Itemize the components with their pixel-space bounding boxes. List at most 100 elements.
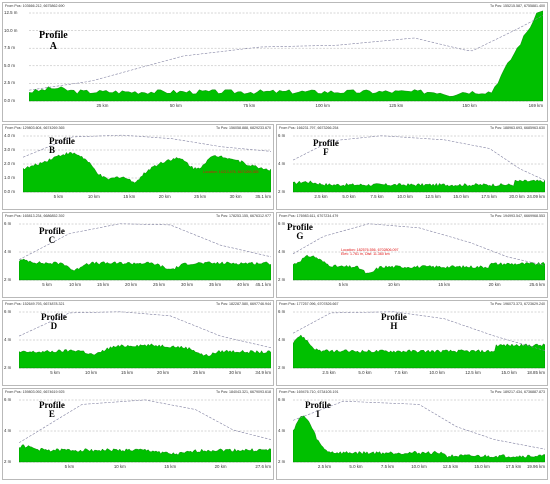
y-tick-label: 6 m (4, 221, 12, 226)
profile-title: Profile C (39, 226, 65, 246)
line-of-sight-curve (19, 399, 271, 444)
y-tick-label: 4 m (278, 249, 286, 254)
x-tick-label: 2.5 km (322, 370, 336, 375)
x-tick-label: 19.96 km (526, 464, 545, 469)
x-tick-label: 12.5 km (425, 194, 441, 199)
profile-label: Profile (381, 312, 407, 322)
x-tick-label: 34.9 km (255, 370, 271, 375)
line-of-sight-curve (19, 311, 271, 348)
from-position: From Pos: 159803.092, 6674619.925 (5, 390, 65, 394)
x-tick-label: 5 km (53, 194, 64, 199)
x-tick-label: 20 km (158, 194, 171, 199)
profile-letter: B (49, 145, 56, 156)
y-tick-label: 4.0 m (4, 133, 15, 138)
profile-panel-f: From Pos: 166231.797, 6673266.254 To Pos… (276, 124, 548, 210)
terrain-chart (293, 223, 545, 281)
terrain-area (23, 152, 271, 193)
terrain-area (19, 444, 271, 463)
x-tick-label: 50 km (169, 103, 182, 108)
x-tick-label: 100 km (315, 103, 330, 108)
terrain-area (293, 334, 545, 369)
x-tick-label: 17.5 km (481, 194, 497, 199)
y-tick-label: 2 m (278, 365, 286, 370)
elevation-plot: 2 m 4 m 6 m 2.5 km 5.0 km 7.5 km 10.0 km 12.5 k… (278, 396, 545, 470)
x-tick-label: 18.85 km (526, 370, 545, 375)
to-position: To Pos: 156058.888, 6829233.670 (216, 126, 271, 130)
to-position: To Pos: 194993.547, 6669968.553 (490, 214, 545, 218)
y-tick-label: 2 m (4, 459, 12, 464)
x-tick-label: 30 km (229, 194, 242, 199)
profile-panel-g: From Pos: 176983.611, 6707234.479 To Pos… (276, 212, 548, 298)
profile-label: Profile (39, 30, 68, 41)
x-tick-label: 10 km (85, 370, 97, 375)
x-tick-label: 2.5 km (314, 194, 328, 199)
annotation-line: Elev: 1.761 m, Dist: 11.360 km (341, 252, 390, 257)
y-tick-label: 0.0 m (4, 98, 15, 103)
elevation-plot: 2 m 4 m 6 m 5 km 10 km 15 km 20 km 25 km 30 km 35… (4, 220, 271, 288)
profile-title: Profile B (49, 136, 75, 156)
to-position: To Pos: 188963.693, 6685963.630 (490, 126, 545, 130)
x-tick-label: 20 km (488, 282, 501, 287)
y-tick-label: 4 m (4, 428, 12, 433)
terrain-chart (19, 311, 271, 369)
from-position: From Pos: 129803.604, 6674269.365 (5, 126, 65, 130)
terrain-chart (293, 135, 545, 193)
from-position: From Pos: 177257.096, 6707826.667 (279, 302, 339, 306)
x-tick-label: 45.1 km (255, 282, 271, 287)
x-tick-label: 15 km (121, 370, 133, 375)
y-tick-label: 2.5 m (4, 80, 15, 86)
x-tick-label: 15 km (97, 282, 109, 287)
terrain-chart (293, 311, 545, 369)
x-tick-label: 7.5 km (380, 464, 395, 469)
profile-panel-d: From Pos: 152649.793, 6674878.321 To Pos… (2, 300, 274, 386)
x-tick-label: 30 km (181, 282, 193, 287)
x-tick-label: 17.5 km (505, 464, 522, 469)
profile-panel-c: From Pos: 165813.234, 6686852.392 To Pos… (2, 212, 274, 298)
terrain-chart (19, 223, 271, 281)
x-tick-label: 15.0 km (501, 370, 517, 375)
profile-title: Profile F (313, 138, 339, 158)
profile-title: Profile E (39, 400, 65, 420)
profile-label: Profile (49, 136, 75, 146)
terrain-chart (29, 10, 543, 102)
y-tick-label: 3.0 m (4, 147, 15, 152)
terrain-area (293, 254, 545, 281)
terrain-area (19, 343, 271, 369)
x-tick-label: 7.5 km (370, 194, 384, 199)
to-position: To Pos: 196073.373, 6723629.240 (490, 302, 545, 306)
y-tick-label: 2 m (4, 365, 12, 370)
terrain-chart (23, 134, 271, 193)
elevation-plot: 2 m 4 m 6 m 5 km 10 km 15 km 20 km 27.6 km (4, 396, 271, 470)
profile-letter: F (323, 147, 329, 158)
x-tick-label: 12.5 km (442, 464, 459, 469)
x-tick-label: 5.0 km (358, 370, 372, 375)
profile-label: Profile (41, 312, 67, 322)
profile-letter: I (316, 409, 320, 420)
profile-letter: A (49, 40, 57, 52)
y-tick-label: 1.0 m (4, 175, 15, 180)
y-tick-label: 12.5 m (4, 10, 18, 15)
terrain-area (29, 10, 543, 102)
profile-title: Profile H (381, 312, 407, 332)
profile-title: Profile D (41, 312, 67, 332)
terrain-area (293, 415, 545, 463)
y-tick-label: 5.0 m (4, 62, 15, 68)
y-tick-label: 4 m (278, 161, 286, 166)
x-tick-label: 15.0 km (474, 464, 490, 469)
y-tick-label: 6 m (4, 397, 12, 402)
x-tick-label: 15.0 km (453, 194, 469, 199)
x-tick-label: 15 km (164, 464, 177, 469)
x-tick-label: 30 km (229, 370, 241, 375)
terrain-area (19, 258, 271, 281)
x-tick-label: 15 km (438, 282, 451, 287)
profile-panel-b: From Pos: 129803.604, 6674269.365 To Pos… (2, 124, 274, 210)
x-tick-label: 40 km (237, 282, 249, 287)
elevation-plot: 2 m 4 m 6 m 5 km 10 km 15 km 20 km 25 km 30 km 34… (4, 308, 271, 376)
y-tick-label: 7.5 m (4, 45, 15, 51)
from-position: From Pos: 152649.793, 6674878.321 (5, 302, 65, 306)
profile-panel-h: From Pos: 177257.096, 6707826.667 To Pos… (276, 300, 548, 386)
profile-letter: D (50, 321, 58, 332)
y-tick-label: 0.0 m (4, 189, 15, 194)
x-tick-label: 15 km (123, 194, 136, 199)
x-tick-label: 20 km (125, 282, 137, 287)
